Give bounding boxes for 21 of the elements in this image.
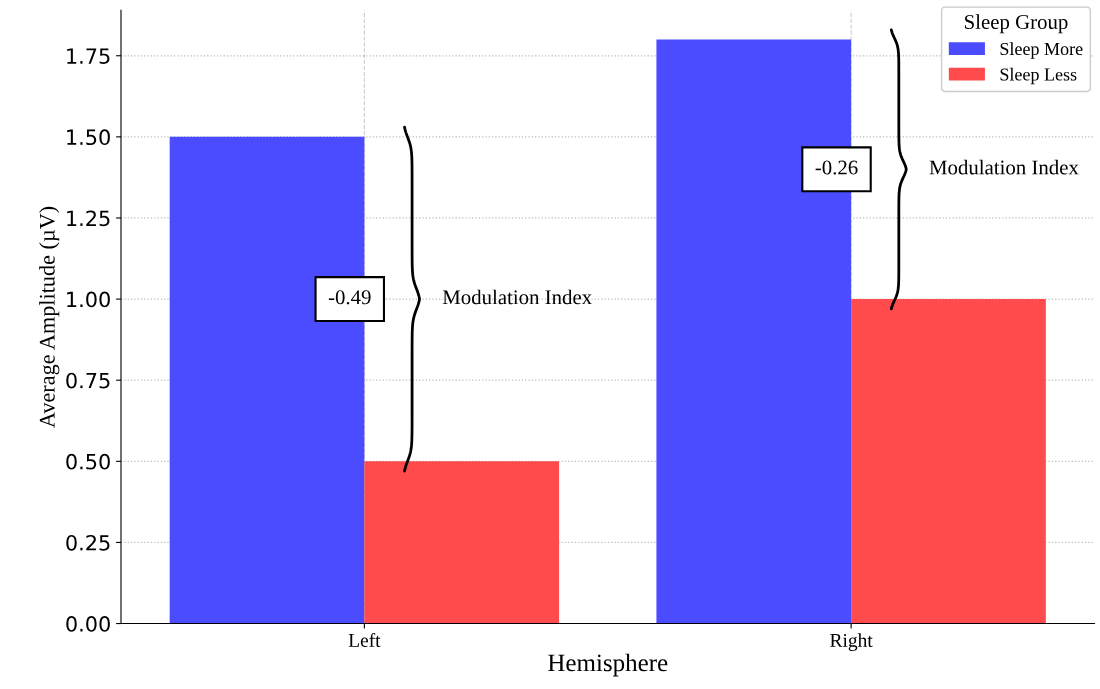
x-tick-label: Right xyxy=(830,633,873,651)
y-axis-title: Average Amplitude (µV) xyxy=(39,206,60,428)
x-axis-title: Hemisphere xyxy=(548,653,668,677)
annotation: Modulation Index xyxy=(442,289,592,305)
y-tick-label: 0.00 xyxy=(66,616,110,632)
y-tick-label: 1.50 xyxy=(67,129,110,146)
legend-title: Sleep Group xyxy=(965,14,1068,34)
x-tick-label: Left xyxy=(348,633,381,647)
legend-label: Sleep More xyxy=(1000,42,1083,59)
y-tick-label: 0.25 xyxy=(66,534,110,551)
y-tick-label: 0.50 xyxy=(66,453,110,470)
y-tick-label: 0.75 xyxy=(66,372,110,389)
bar xyxy=(364,461,560,624)
y-tick-label: 1.75 xyxy=(67,48,110,64)
legend-label: Sleep Less xyxy=(1000,67,1077,85)
bar xyxy=(851,299,1046,624)
annotation: -0.49 xyxy=(328,290,371,305)
y-tick-label: 1.00 xyxy=(67,291,110,308)
y-tick-label: 1.25 xyxy=(67,210,110,227)
annotation: -0.26 xyxy=(815,160,858,175)
annotation: Modulation Index xyxy=(929,159,1079,175)
